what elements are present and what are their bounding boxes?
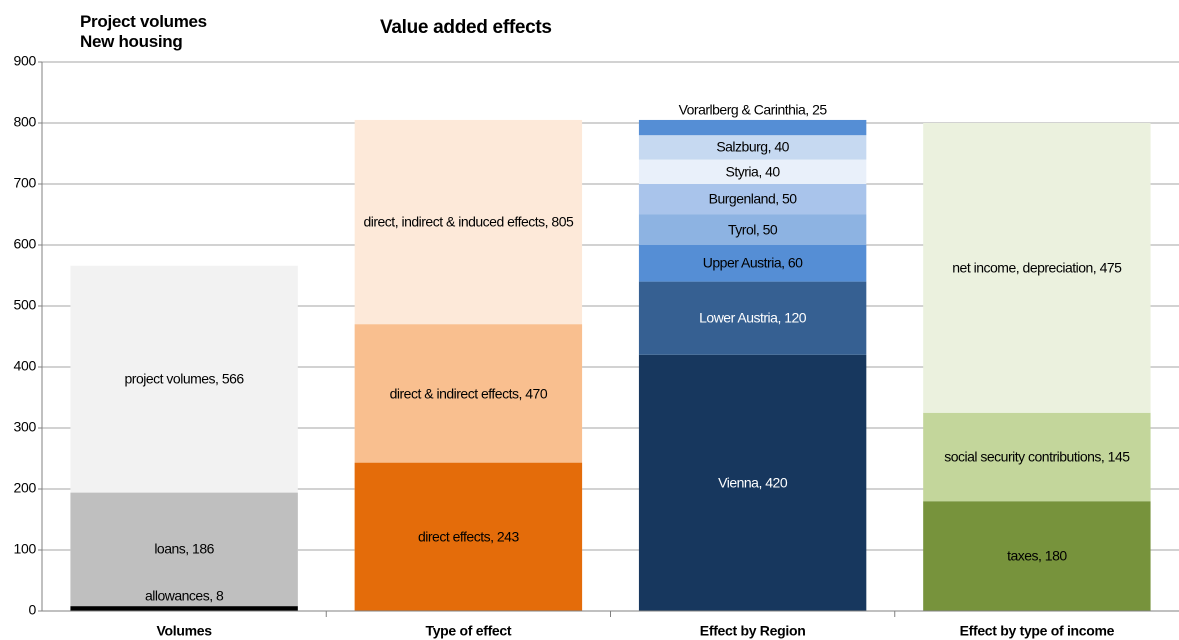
data-label: taxes, 180 [1007, 547, 1067, 564]
y-tick-label: 600 [14, 236, 37, 252]
y-tick-label: 200 [14, 480, 37, 496]
data-label: loans, 186 [154, 540, 214, 557]
data-label: Vienna, 420 [718, 474, 788, 491]
data-label: net income, depreciation, 475 [952, 259, 1122, 276]
y-tick-label: 900 [14, 53, 37, 69]
y-tick-label: 800 [14, 114, 37, 130]
bar-segment [70, 606, 298, 611]
data-label: Tyrol, 50 [728, 221, 778, 238]
data-label: Salzburg, 40 [716, 138, 789, 155]
chart-title: Value added effects [380, 17, 552, 38]
bar-segment [354, 462, 583, 611]
bar-segment [638, 159, 867, 184]
bar-segment [638, 281, 867, 355]
y-tick-label: 300 [14, 419, 37, 435]
y-tick-label: 700 [14, 175, 37, 191]
y-tick-label: 400 [14, 358, 37, 374]
data-label: direct effects, 243 [417, 528, 519, 545]
bar-segment [638, 135, 867, 160]
data-label: Lower Austria, 120 [699, 309, 807, 326]
header-line: Project volumes [80, 12, 207, 31]
bar-segment [638, 354, 867, 611]
x-tick-label: Effect by type of income [960, 623, 1115, 639]
bar-segment [638, 184, 867, 215]
data-label: direct & indirect effects, 470 [389, 385, 548, 402]
data-label: Vorarlberg & Carinthia, 25 [678, 101, 828, 118]
bar-segment [70, 492, 298, 607]
data-label: direct, indirect & induced effects, 805 [363, 213, 574, 230]
y-tick-label: 100 [14, 541, 37, 557]
data-label: Upper Austria, 60 [702, 254, 803, 271]
data-label: project volumes, 566 [124, 370, 245, 387]
y-tick-label: 0 [29, 602, 37, 618]
bar-segment [923, 123, 1151, 413]
x-tick-label: Volumes [157, 623, 213, 639]
y-tick-label: 500 [14, 297, 37, 313]
x-tick-label: Type of effect [425, 623, 511, 639]
bar-segment [638, 214, 867, 245]
data-label: allowances, 8 [144, 587, 224, 604]
bar-segment [923, 501, 1151, 611]
data-label: social security contributions, 145 [944, 448, 1130, 465]
bar-segment [638, 119, 867, 136]
header-line: New housing [80, 32, 183, 51]
data-label: Styria, 40 [725, 163, 781, 180]
bar-segment [923, 412, 1151, 502]
bar-segment [638, 245, 867, 282]
x-tick-label: Effect by Region [700, 623, 806, 639]
data-label: Burgenland, 50 [708, 190, 797, 207]
